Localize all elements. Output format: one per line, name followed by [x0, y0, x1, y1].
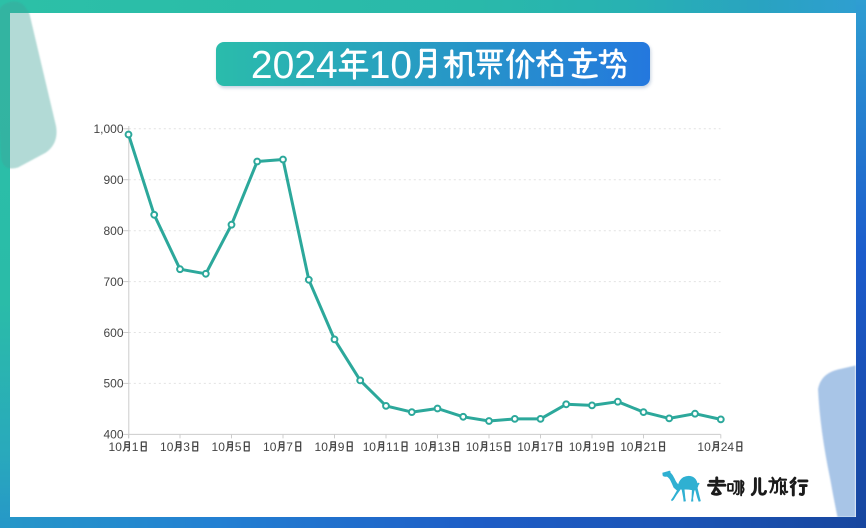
- svg-text:600: 600: [103, 326, 123, 340]
- svg-text:1: 1: [650, 440, 657, 454]
- svg-text:0: 0: [218, 440, 225, 454]
- svg-text:500: 500: [103, 377, 123, 391]
- svg-text:1: 1: [263, 440, 270, 454]
- svg-text:3: 3: [444, 440, 451, 454]
- svg-text:1: 1: [438, 440, 445, 454]
- svg-text:0: 0: [524, 440, 531, 454]
- svg-text:9: 9: [338, 440, 345, 454]
- svg-text:4: 4: [727, 440, 734, 454]
- svg-text:1: 1: [620, 440, 627, 454]
- svg-text:0: 0: [369, 440, 376, 454]
- svg-text:7: 7: [547, 440, 554, 454]
- svg-text:1: 1: [517, 440, 524, 454]
- svg-text:2: 2: [644, 440, 651, 454]
- svg-text:0: 0: [472, 440, 479, 454]
- svg-text:1: 1: [132, 440, 139, 454]
- svg-text:1: 1: [160, 440, 167, 454]
- svg-text:0: 0: [704, 440, 711, 454]
- svg-text:1: 1: [466, 440, 473, 454]
- svg-text:1: 1: [414, 440, 421, 454]
- svg-text:0: 0: [270, 440, 277, 454]
- svg-text:5: 5: [496, 440, 503, 454]
- svg-text:1: 1: [569, 440, 576, 454]
- svg-text:800: 800: [103, 224, 123, 238]
- svg-text:0: 0: [167, 440, 174, 454]
- svg-text:900: 900: [103, 173, 123, 187]
- svg-text:7: 7: [286, 440, 293, 454]
- svg-text:1: 1: [109, 440, 116, 454]
- svg-text:1,000: 1,000: [93, 122, 123, 136]
- svg-text:1: 1: [489, 440, 496, 454]
- svg-text:5: 5: [235, 440, 242, 454]
- svg-text:0: 0: [421, 440, 428, 454]
- svg-text:3: 3: [183, 440, 190, 454]
- svg-text:9: 9: [599, 440, 606, 454]
- svg-text:0: 0: [627, 440, 634, 454]
- svg-text:2024: 2024: [251, 44, 338, 87]
- svg-text:1: 1: [592, 440, 599, 454]
- svg-text:0: 0: [575, 440, 582, 454]
- svg-text:400: 400: [103, 428, 123, 442]
- svg-text:0: 0: [321, 440, 328, 454]
- svg-text:10: 10: [369, 44, 412, 87]
- svg-text:1: 1: [386, 440, 393, 454]
- svg-text:1: 1: [697, 440, 704, 454]
- svg-text:1: 1: [393, 440, 400, 454]
- svg-text:0: 0: [115, 440, 122, 454]
- svg-text:1: 1: [541, 440, 548, 454]
- svg-text:1: 1: [212, 440, 219, 454]
- svg-text:700: 700: [103, 275, 123, 289]
- svg-text:1: 1: [363, 440, 370, 454]
- svg-text:2: 2: [721, 440, 728, 454]
- svg-text:1: 1: [315, 440, 322, 454]
